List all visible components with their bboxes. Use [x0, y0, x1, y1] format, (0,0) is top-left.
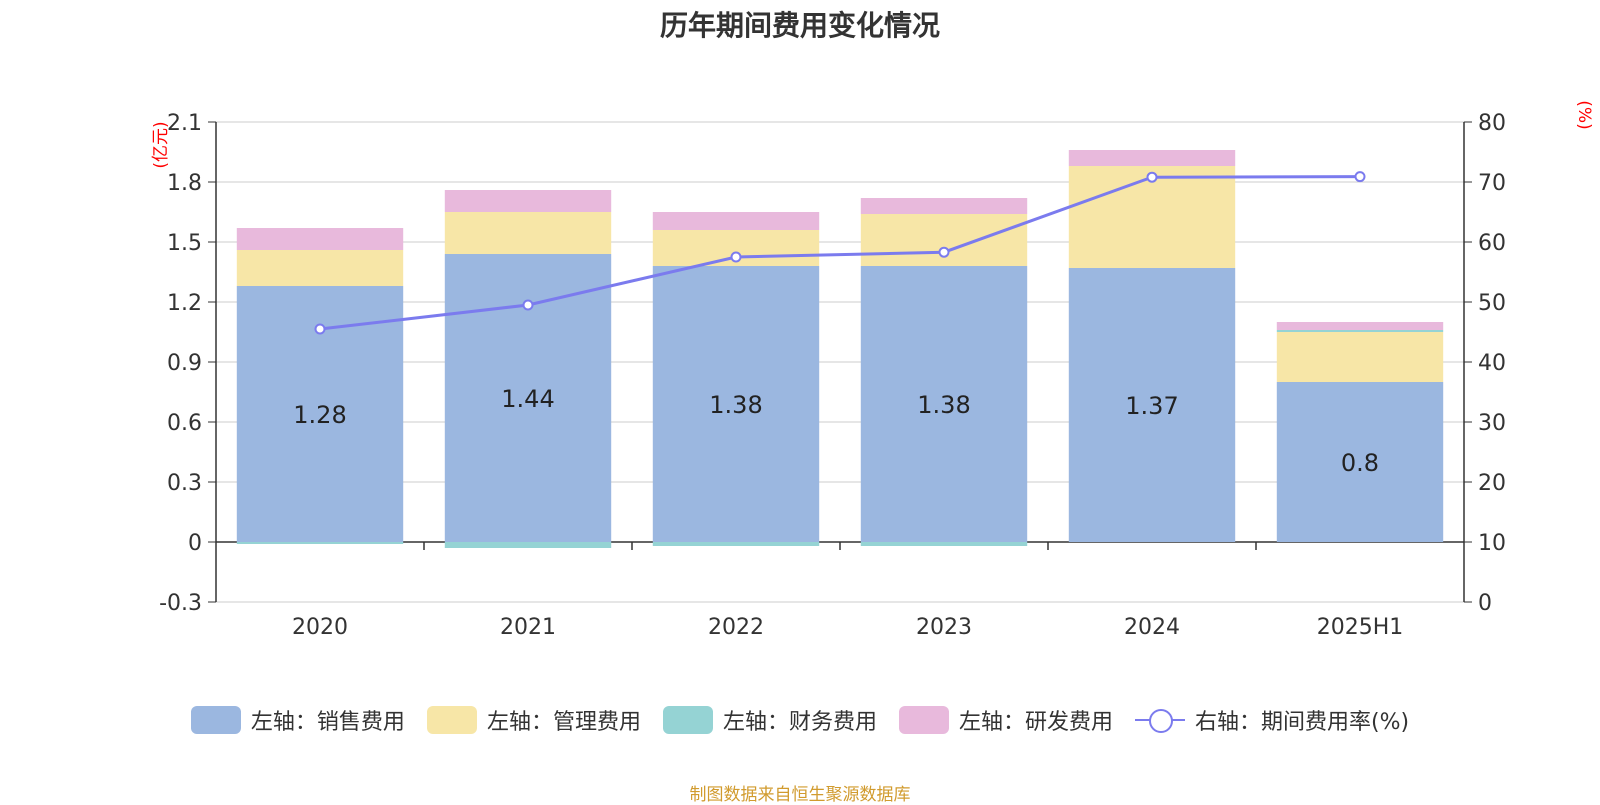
- legend-label-finance: 左轴：财务费用: [722, 710, 877, 735]
- y-right-tick-label: 40: [1478, 351, 1506, 376]
- x-tick-label: 2020: [292, 615, 348, 640]
- bar-admin-2020: [236, 250, 404, 286]
- y-left-tick-label: 0.3: [167, 471, 202, 496]
- y-left-tick-label: 2.1: [167, 111, 202, 136]
- expense-ratio-point-2023: [938, 246, 950, 258]
- bar-rd-2020: [236, 228, 404, 250]
- y-left-tick-label: 1.2: [167, 291, 202, 316]
- y-left-tick-label: 0: [188, 531, 202, 556]
- bar-admin-2024: [1068, 166, 1236, 268]
- bar-finance-2023: [860, 542, 1028, 546]
- legend-line-marker-icon: [1134, 706, 1185, 734]
- chart-title: 历年期间费用变化情况: [659, 9, 940, 42]
- expense-ratio-line: [319, 175, 1361, 331]
- bar-sales-2025H1: [1276, 382, 1444, 542]
- bar-finance-2020: [236, 542, 404, 544]
- legend: 左轴：销售费用 左轴：管理费用 左轴：财务费用 左轴：研发费用 右轴：期间费用率…: [0, 704, 1600, 736]
- legend-swatch-finance: [662, 706, 713, 734]
- y-right-tick-label: 70: [1478, 171, 1506, 196]
- x-tick-label: 2025H1: [1317, 615, 1404, 640]
- y-left-tick-label: -0.3: [159, 591, 202, 616]
- y-right-unit-label: (%): [1574, 100, 1594, 129]
- y-right-tick-label: 20: [1478, 471, 1506, 496]
- legend-swatch-admin: [426, 706, 477, 734]
- expense-ratio-point-2022: [730, 251, 742, 263]
- y-right-tick-label: 60: [1478, 231, 1506, 256]
- data-label: 1.44: [501, 385, 554, 413]
- y-left-tick-label: 1.8: [167, 171, 202, 196]
- bar-sales-2023: [860, 266, 1028, 542]
- bar-admin-2021: [444, 212, 612, 254]
- bar-admin-2025H1: [1276, 332, 1444, 382]
- expense-ratio-point-2025H1: [1354, 171, 1366, 183]
- legend-label-sales: 左轴：销售费用: [250, 710, 405, 735]
- legend-swatch-rd: [898, 706, 949, 734]
- expense-ratio-point-2021: [522, 299, 534, 311]
- legend-item-sales[interactable]: 左轴：销售费用: [190, 704, 405, 736]
- legend-label-expense-ratio: 右轴：期间费用率(%): [1194, 710, 1410, 735]
- y-left-unit-label: (亿元): [151, 121, 171, 168]
- y-right-tick-label: 30: [1478, 411, 1506, 436]
- y-left-tick-label: 1.5: [167, 231, 202, 256]
- chart-plot: -0.3 0 0.3 0.6 0.9 1.2 1.5 1.8 2.1 0 10 20 30 40 50 60 7…: [151, 100, 1594, 640]
- bar-admin-2023: [860, 214, 1028, 266]
- legend-label-rd: 左轴：研发费用: [958, 710, 1113, 735]
- legend-label-admin: 左轴：管理费用: [486, 710, 641, 735]
- data-label: 1.38: [709, 391, 762, 419]
- bar-finance-2021: [444, 542, 612, 548]
- x-tick-label: 2024: [1124, 615, 1180, 640]
- expense-ratio-point-2020: [314, 323, 326, 335]
- bar-rd-2021: [444, 190, 612, 212]
- x-tick-label: 2023: [916, 615, 972, 640]
- bar-finance-2022: [652, 542, 820, 546]
- legend-item-rd[interactable]: 左轴：研发费用: [898, 704, 1113, 736]
- data-label: 1.28: [293, 401, 346, 429]
- legend-item-finance[interactable]: 左轴：财务费用: [662, 704, 877, 736]
- expense-ratio-point-2024: [1146, 171, 1158, 183]
- y-right-tick-label: 0: [1478, 591, 1492, 616]
- y-left-tick-label: 0.6: [167, 411, 202, 436]
- bar-rd-2025H1: [1276, 322, 1444, 330]
- bar-sales-2024: [1068, 268, 1236, 542]
- bar-finance-2025H1: [1276, 330, 1444, 332]
- bar-rd-2023: [860, 198, 1028, 214]
- y-right-tick-label: 10: [1478, 531, 1506, 556]
- y-right-tick-label: 50: [1478, 291, 1506, 316]
- data-label: 0.8: [1341, 449, 1379, 477]
- x-tick-label: 2021: [500, 615, 556, 640]
- data-label: 1.38: [917, 391, 970, 419]
- legend-item-expense-ratio[interactable]: 右轴：期间费用率(%): [1134, 704, 1410, 736]
- source-note: 制图数据来自恒生聚源数据库: [689, 785, 911, 805]
- data-label: 1.37: [1125, 392, 1178, 420]
- bar-sales-2022: [652, 266, 820, 542]
- legend-swatch-sales: [190, 706, 241, 734]
- legend-item-admin[interactable]: 左轴：管理费用: [426, 704, 641, 736]
- bar-rd-2024: [1068, 150, 1236, 166]
- y-right-tick-label: 80: [1478, 111, 1506, 136]
- x-tick-label: 2022: [708, 615, 764, 640]
- bar-rd-2022: [652, 212, 820, 230]
- y-left-tick-label: 0.9: [167, 351, 202, 376]
